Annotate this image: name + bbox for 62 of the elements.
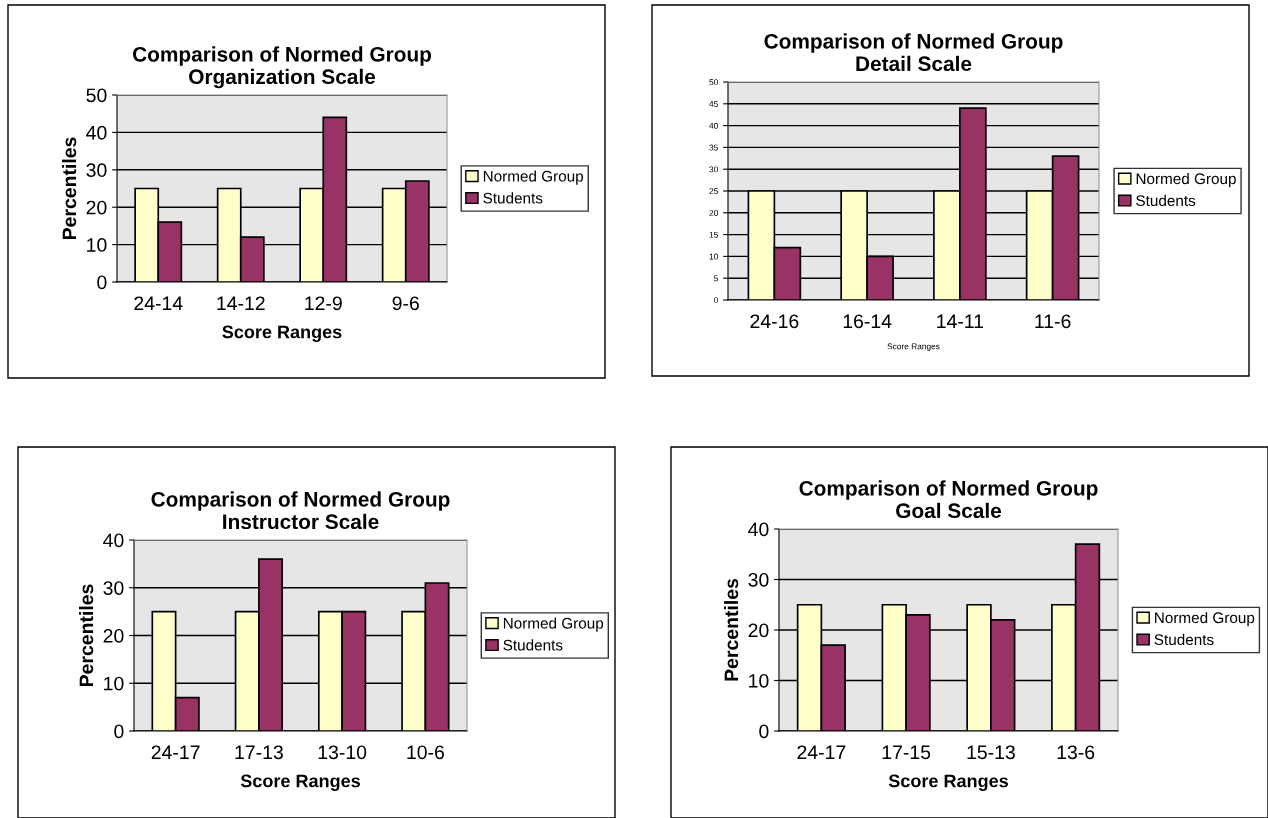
y-tick-label: 40 (86, 125, 107, 140)
legend-label: Students (483, 192, 543, 204)
y-tick-label: 20 (709, 210, 718, 216)
chart-title: Comparison of Normed Group Instructor Scale (151, 491, 450, 530)
y-axis-title: Percentiles (61, 137, 77, 240)
y-tick-label: 5 (713, 275, 718, 282)
legend-label: Students (503, 639, 563, 651)
x-tick-label: 10-6 (407, 745, 444, 760)
y-tick-label: 10 (709, 253, 718, 260)
x-tick-label: 13-6 (1057, 745, 1095, 760)
chart-title: Comparison of Normed Group Goal Scale (799, 480, 1098, 519)
y-tick-label: 20 (86, 200, 107, 215)
y-tick-label: 15 (709, 231, 718, 238)
legend-label: Normed Group (1155, 611, 1255, 627)
y-tick-label: 10 (749, 673, 769, 688)
x-tick-label: 24-17 (797, 745, 846, 759)
x-axis-title: Score Ranges (887, 343, 940, 351)
y-tick-label: 40 (103, 533, 124, 548)
x-tick-label: 17-13 (235, 745, 283, 760)
chart-title: Comparison of Normed Group Organization Scale (132, 46, 432, 89)
x-tick-label: 24-14 (134, 296, 183, 310)
y-tick-label: 0 (713, 297, 718, 304)
legend-label: Students (1154, 633, 1214, 646)
legend-label: Normed Group (483, 170, 584, 185)
y-tick-label: 20 (103, 628, 124, 643)
x-tick-label: 15-13 (967, 745, 1015, 760)
y-tick-label: 45 (709, 101, 718, 107)
y-tick-label: 35 (709, 144, 718, 151)
y-tick-label: 0 (114, 724, 124, 739)
y-tick-label: 10 (87, 238, 107, 252)
y-tick-label: 30 (103, 581, 124, 595)
y-axis-title: Percentiles (78, 584, 94, 687)
y-tick-label: 25 (709, 188, 718, 195)
x-tick-label: 14-11 (937, 314, 984, 328)
x-axis-title: Score Ranges (888, 774, 1008, 791)
x-tick-label: 12-9 (305, 296, 342, 311)
y-axis-title: Percentiles (723, 578, 739, 681)
y-tick-label: 0 (97, 275, 107, 290)
x-axis-title: Score Ranges (222, 325, 342, 342)
y-tick-label: 20 (748, 623, 769, 638)
x-tick-label: 24-16 (750, 314, 799, 329)
y-tick-label: 50 (709, 79, 718, 86)
x-tick-label: 13-10 (318, 745, 367, 760)
y-tick-label: 40 (748, 522, 769, 537)
x-tick-label: 17-15 (882, 745, 931, 760)
y-tick-label: 10 (104, 676, 124, 691)
y-tick-label: 30 (709, 166, 718, 173)
x-tick-label: 14-12 (217, 296, 265, 310)
y-tick-label: 50 (86, 88, 107, 103)
chart-title: Comparison of Normed Group Detail Scale (764, 33, 1063, 72)
y-tick-label: 40 (709, 122, 718, 129)
x-tick-label: 11-6 (1035, 314, 1071, 329)
legend-label: Normed Group (503, 617, 604, 632)
legend-label: Normed Group (1136, 172, 1236, 188)
x-tick-label: 16-14 (843, 314, 892, 329)
x-tick-label: 24-17 (151, 745, 200, 759)
x-axis-title: Score Ranges (240, 774, 360, 791)
y-tick-label: 0 (759, 724, 769, 739)
legend-label: Students (1136, 194, 1196, 207)
y-tick-label: 30 (748, 572, 769, 587)
x-tick-label: 9-6 (392, 296, 419, 311)
y-tick-label: 30 (86, 163, 107, 178)
